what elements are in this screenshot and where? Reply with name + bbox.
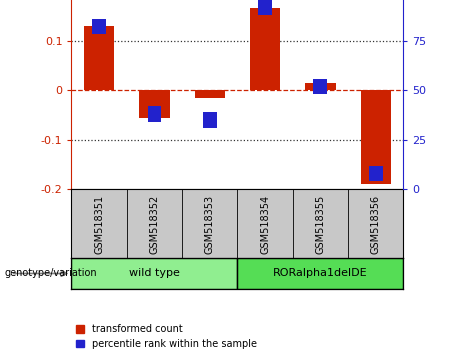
Text: RORalpha1delDE: RORalpha1delDE: [273, 268, 368, 279]
Bar: [250, 8, 280, 90]
Bar: [258, 0, 272, 15]
Bar: [305, 83, 336, 90]
Legend: transformed count, percentile rank within the sample: transformed count, percentile rank withi…: [77, 324, 257, 349]
Bar: [237, 258, 403, 289]
Text: GSM518354: GSM518354: [260, 195, 270, 254]
Bar: [148, 107, 161, 122]
Text: GSM518352: GSM518352: [149, 195, 160, 254]
Bar: [361, 90, 391, 184]
Text: GSM518353: GSM518353: [205, 195, 215, 254]
Text: GSM518351: GSM518351: [94, 195, 104, 254]
Bar: [92, 19, 106, 34]
Bar: [84, 26, 114, 90]
Text: GSM518356: GSM518356: [371, 195, 381, 254]
Bar: [71, 258, 237, 289]
Bar: [203, 112, 217, 128]
Text: wild type: wild type: [129, 268, 180, 279]
Text: genotype/variation: genotype/variation: [5, 268, 97, 279]
Bar: [313, 79, 327, 94]
Text: GSM518355: GSM518355: [315, 195, 325, 254]
Bar: [139, 90, 170, 118]
Bar: [195, 90, 225, 98]
Bar: [369, 166, 383, 181]
